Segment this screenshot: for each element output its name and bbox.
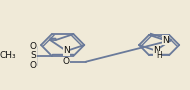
- Text: N: N: [162, 36, 169, 45]
- Text: O: O: [30, 42, 37, 51]
- Text: O: O: [30, 61, 37, 70]
- Text: N: N: [153, 46, 160, 55]
- Text: CH₃: CH₃: [0, 51, 16, 60]
- Text: S: S: [31, 51, 36, 60]
- Text: H: H: [156, 51, 162, 60]
- Text: N: N: [63, 47, 70, 55]
- Text: O: O: [63, 57, 70, 66]
